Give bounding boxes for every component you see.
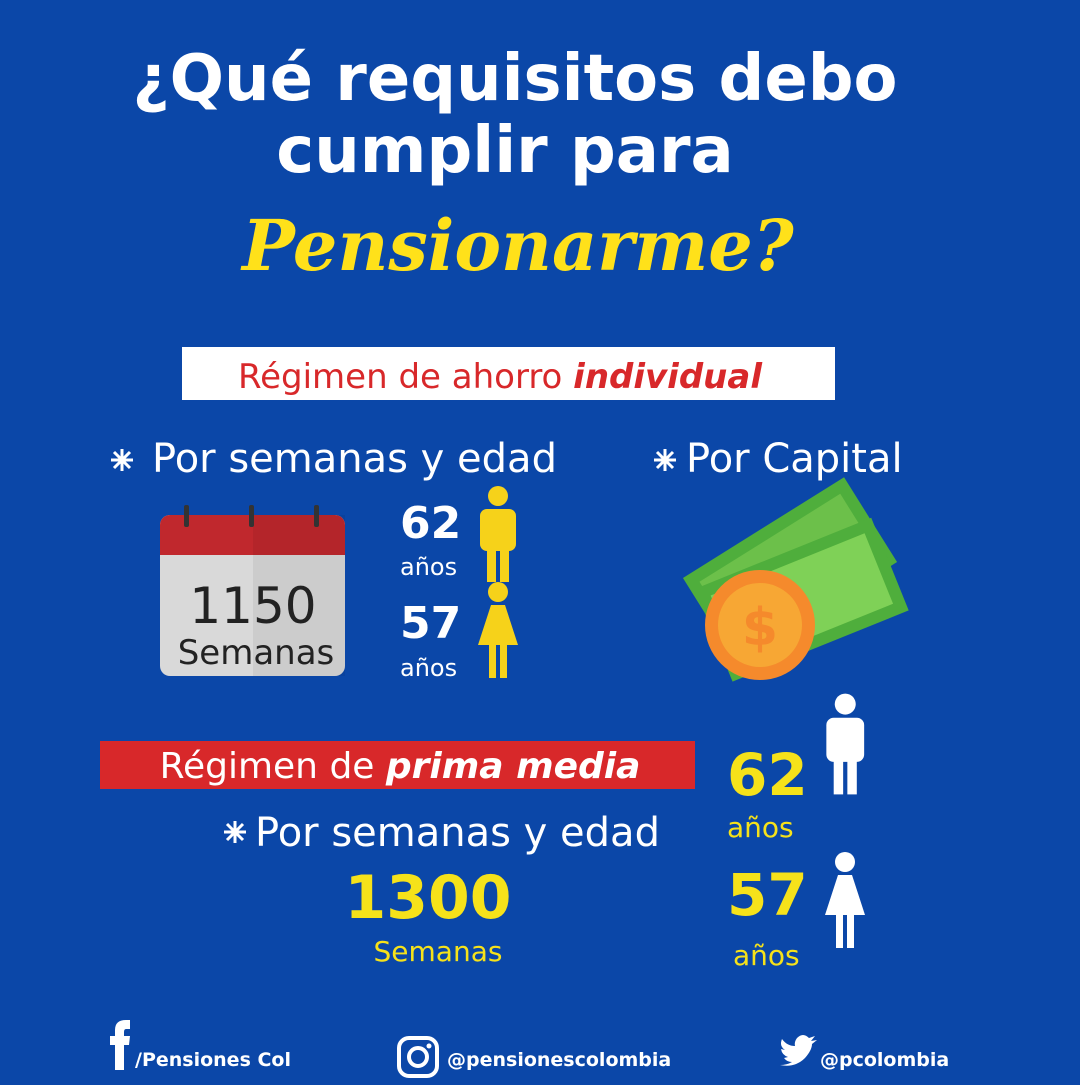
title-line: cumplir para (276, 114, 733, 188)
weeks-value: 1300 (345, 863, 512, 933)
twitter-icon (780, 1035, 817, 1066)
weeks-label: Semanas (374, 935, 503, 968)
age-value: 62 (400, 498, 461, 549)
facebook-handle[interactable]: /Pensiones Col (135, 1049, 291, 1071)
weeks-value: 1150 (189, 577, 316, 635)
twitter-handle[interactable]: @pcolombia (820, 1049, 949, 1071)
option-label: Por Capital (686, 436, 903, 482)
age-value: 57 (727, 861, 808, 929)
age-label: años (400, 654, 457, 682)
age-label: años (727, 811, 794, 844)
facebook-icon (110, 1020, 130, 1070)
section-label: Régimen de ahorro individual (238, 357, 763, 397)
option-label: Por semanas y edad (152, 436, 557, 482)
title-highlight: Pensionarme? (240, 204, 795, 287)
section-label-box (100, 741, 695, 789)
instagram-handle[interactable]: @pensionescolombia (447, 1049, 671, 1071)
age-label: años (733, 939, 800, 972)
section-label: Régimen de prima media (160, 746, 641, 787)
money-icon: $ (682, 477, 909, 682)
calendar-icon (160, 505, 345, 676)
instagram-icon (397, 1036, 439, 1078)
age-label: años (400, 553, 457, 581)
svg-text:$: $ (742, 598, 778, 658)
footer: /Pensiones Col @pensionescolombia @pcolo… (110, 1020, 949, 1078)
title-line: ¿Qué requisitos debo (132, 42, 897, 116)
age-value: 62 (727, 741, 808, 809)
option-label: Por semanas y edad (255, 810, 660, 856)
age-value: 57 (400, 598, 461, 649)
weeks-label: Semanas (178, 633, 335, 673)
section-label-box (182, 347, 835, 400)
